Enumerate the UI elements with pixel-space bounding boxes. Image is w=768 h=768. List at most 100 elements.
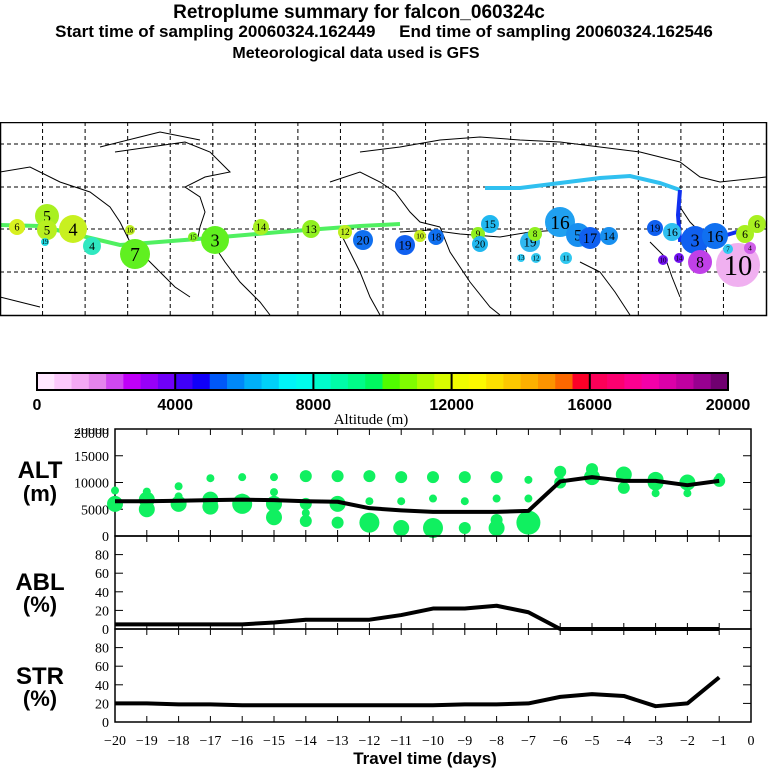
x-tick-label: −5	[585, 734, 600, 749]
altitude-point	[395, 471, 408, 484]
time-series-panels: 0500010000150002000020000020406080020406…	[15, 428, 754, 768]
colorbar-cell	[227, 373, 245, 390]
x-tick-label: −9	[457, 734, 472, 749]
y-tick-label: 0	[102, 623, 109, 638]
colorbar-cell	[209, 373, 228, 390]
colorbar-tick-label: 16000	[568, 397, 613, 414]
plume-marker: 6	[748, 215, 766, 233]
plume-marker-circle	[59, 215, 87, 243]
coastline	[649, 241, 681, 298]
map-grid	[0, 122, 766, 315]
altitude-point	[206, 474, 215, 483]
plume-marker-label: 10	[416, 232, 424, 241]
plume-marker-circle	[663, 223, 681, 241]
plume-marker-label: 16	[666, 226, 678, 239]
plume-marker-label: 6	[742, 228, 748, 241]
plume-marker-label: 15	[190, 233, 198, 241]
panel-frame	[114, 535, 752, 630]
colorbar-cell	[503, 373, 522, 390]
y-tick-label: 20	[95, 604, 109, 619]
plume-marker: 15	[188, 232, 198, 242]
alt-panel-unit: (m)	[23, 481, 57, 506]
colorbar-tick-label: 20000	[706, 397, 751, 414]
plume-marker: 4	[83, 237, 101, 255]
colorbar-cell	[157, 373, 176, 390]
plume-marker-label: 15	[484, 218, 496, 231]
altitude-point	[554, 465, 567, 478]
colorbar-cell	[399, 373, 418, 390]
colorbar-cell	[589, 373, 608, 390]
chart-title: Retroplume summary for falcon_060324c	[173, 2, 545, 23]
y-tick-label: 20000	[74, 428, 109, 442]
plume-marker-label: 19	[650, 224, 660, 235]
x-tick-label: −10	[422, 734, 444, 749]
colorbar-cell	[434, 373, 453, 390]
plume-marker-label: 20	[475, 240, 485, 251]
colorbar-cell	[365, 373, 383, 390]
y-tick-label: 15000	[74, 450, 109, 465]
x-tick-label: −13	[327, 734, 349, 749]
x-tick-label: −8	[489, 734, 504, 749]
plume-marker-circle	[41, 238, 49, 246]
plume-marker-label: 4	[89, 240, 95, 253]
plume-marker-circle	[688, 250, 712, 274]
plume-marker-label: 4	[68, 219, 77, 239]
plume-marker-label: 17	[583, 231, 597, 247]
plume-marker: 11	[560, 252, 572, 264]
plume-marker-circle	[600, 227, 618, 245]
altitude-point	[270, 473, 278, 482]
altitude-point	[107, 495, 123, 512]
altitude-point	[617, 481, 630, 494]
plume-marker-circle	[414, 230, 426, 242]
plume-marker: 14	[674, 253, 684, 263]
colorbar-cell	[693, 373, 712, 390]
sampling-time-subtitle: Start time of sampling 20060324.162449 E…	[55, 22, 713, 41]
y-tick-label: 80	[95, 642, 109, 657]
alt-panel-label: ALT	[18, 457, 63, 484]
plume-marker: 10	[658, 255, 668, 265]
plume-marker-circle	[353, 230, 373, 250]
colorbar-cell	[123, 373, 142, 390]
plume-marker-label: 6	[14, 223, 19, 234]
plume-marker: 16	[663, 223, 681, 241]
plume-marker-circle	[723, 244, 733, 254]
x-tick-label: −15	[263, 734, 285, 749]
y-tick-label: 60	[95, 567, 109, 582]
plume-marker-circle	[481, 215, 499, 233]
plume-marker-label: 18	[127, 226, 135, 234]
plume-marker: 19	[647, 220, 663, 236]
coastline	[114, 141, 232, 248]
plume-marker: 7	[723, 244, 733, 254]
y-tick-label: 0	[102, 530, 109, 545]
altitude-point	[429, 494, 437, 503]
colorbar-tick-label: 8000	[296, 397, 332, 414]
altitude-point	[238, 473, 247, 482]
plume-marker: 10	[716, 243, 760, 287]
plume-marker-circle	[681, 226, 709, 254]
colorbar-cell	[607, 373, 625, 390]
plume-marker: 6	[736, 225, 754, 243]
plume-marker: 20	[472, 236, 488, 252]
altitude-point	[524, 494, 533, 503]
plume-marker: 6	[9, 219, 25, 235]
altitude-point	[174, 492, 183, 501]
plume-marker-label: 5	[44, 223, 51, 238]
x-tick-label: −1	[712, 734, 727, 749]
altitude-point	[458, 471, 471, 484]
y-tick-label: 60	[95, 660, 109, 675]
str-panel-unit: (%)	[23, 686, 57, 711]
plume-marker: 14	[600, 227, 618, 245]
plume-marker: 17	[579, 227, 601, 249]
colorbar-cell	[296, 373, 314, 390]
plume-marker-circle	[674, 253, 684, 263]
plume-marker-label: 10	[660, 256, 668, 264]
colorbar-cell	[192, 373, 211, 390]
colorbar-cell	[486, 373, 504, 390]
plume-marker-circle	[395, 235, 415, 255]
plume-marker-label: 10	[724, 251, 753, 282]
plume-marker-circle	[736, 225, 754, 243]
y-tick-label: 5000	[81, 503, 109, 518]
colorbar-tick-label: 0	[33, 397, 42, 414]
colorbar-cell	[572, 373, 591, 390]
